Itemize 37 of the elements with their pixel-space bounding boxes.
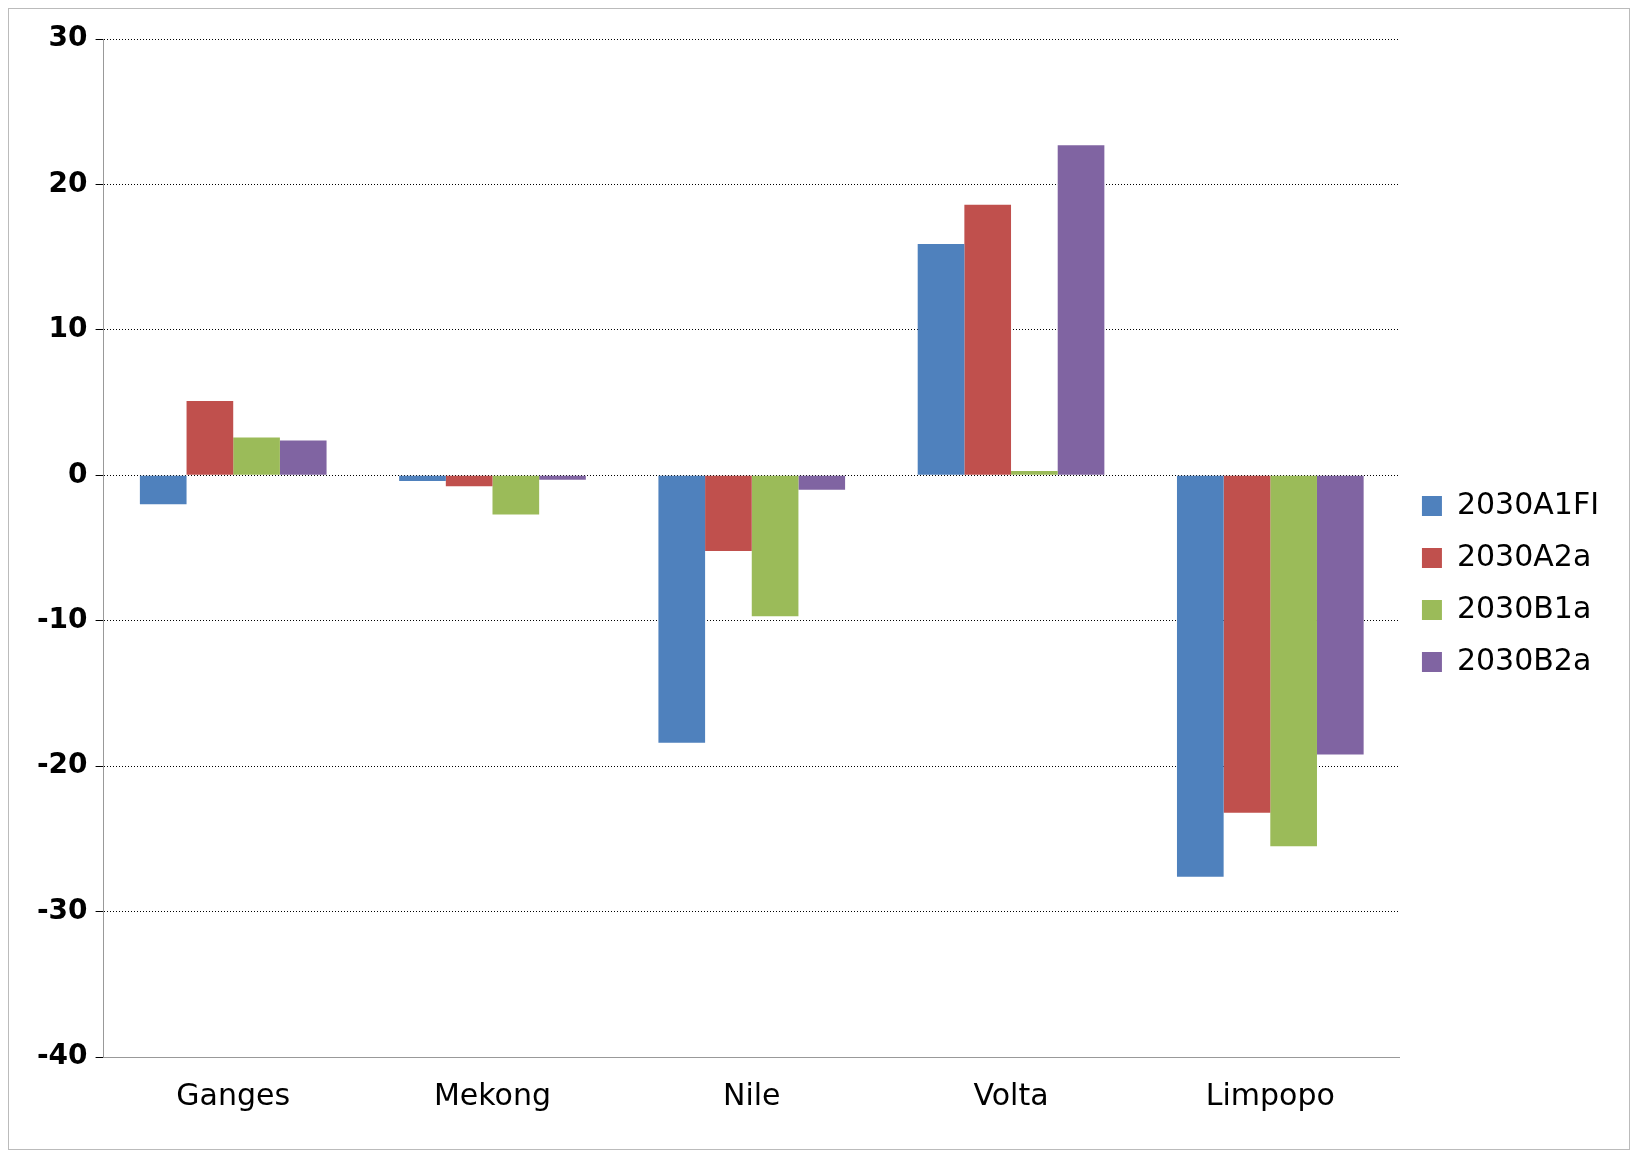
bar xyxy=(964,204,1012,475)
bar xyxy=(445,475,493,487)
x-tick-label: Mekong xyxy=(433,1076,552,1112)
y-tick-label: -30 xyxy=(36,892,88,926)
bar xyxy=(705,475,752,551)
bar xyxy=(917,244,965,475)
bar xyxy=(279,440,327,475)
y-tick-label: -20 xyxy=(36,747,88,781)
x-tick-label: Ganges xyxy=(176,1076,291,1112)
bar xyxy=(1316,475,1364,755)
y-tick-label: 0 xyxy=(68,456,88,490)
bar xyxy=(1176,475,1224,877)
bar xyxy=(1223,475,1271,813)
bar xyxy=(186,401,234,475)
y-tick-label: -40 xyxy=(36,1038,88,1072)
y-tick-label: 10 xyxy=(48,311,88,345)
x-tick-label: Volta xyxy=(973,1076,1049,1112)
legend-label: 2030B1a xyxy=(1456,589,1592,625)
x-tick-label: Nile xyxy=(722,1076,781,1112)
bar xyxy=(1270,475,1317,847)
bar xyxy=(139,475,187,505)
legend-label: 2030A2a xyxy=(1456,537,1592,573)
bar xyxy=(798,475,846,490)
x-tick-label: Limpopo xyxy=(1205,1076,1335,1112)
y-tick-label: 30 xyxy=(48,20,88,54)
bar xyxy=(1011,470,1058,475)
y-tick-label: 20 xyxy=(48,165,88,199)
y-tick-label: -10 xyxy=(36,602,88,635)
bar xyxy=(539,475,586,480)
bar xyxy=(658,475,706,743)
bar xyxy=(233,437,280,475)
legend-label: 2030B2a xyxy=(1456,641,1592,677)
bar xyxy=(751,475,799,617)
bar xyxy=(492,475,540,515)
legend-label: 2030A1FI xyxy=(1456,485,1599,521)
bar xyxy=(399,475,446,482)
bar xyxy=(1057,145,1105,475)
